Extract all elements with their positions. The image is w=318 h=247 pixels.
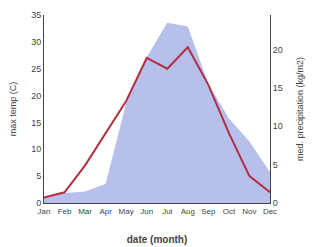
svg-text:Jun: Jun [140,207,153,216]
svg-text:Nov: Nov [242,207,256,216]
svg-text:0: 0 [273,198,278,208]
svg-text:10: 10 [31,144,41,154]
svg-text:Jan: Jan [38,207,51,216]
svg-text:10: 10 [273,121,283,131]
svg-text:35: 35 [31,10,41,20]
svg-text:max temp (C): max temp (C) [8,82,18,137]
svg-text:20: 20 [273,45,283,55]
svg-text:5: 5 [273,160,278,170]
svg-text:0: 0 [36,198,41,208]
svg-text:Apr: Apr [99,207,112,216]
svg-text:25: 25 [31,64,41,74]
svg-text:Sep: Sep [201,207,216,216]
svg-text:Mar: Mar [78,207,92,216]
svg-text:Jul: Jul [162,207,172,216]
svg-text:Feb: Feb [58,207,72,216]
svg-text:15: 15 [273,83,283,93]
svg-text:30: 30 [31,37,41,47]
svg-text:Dec: Dec [263,207,277,216]
svg-text:date (month): date (month) [127,234,188,245]
svg-text:May: May [119,207,134,216]
svg-text:Oct: Oct [223,207,236,216]
svg-text:Aug: Aug [181,207,195,216]
svg-text:15: 15 [31,118,41,128]
svg-text:20: 20 [31,91,41,101]
svg-text:5: 5 [36,171,41,181]
svg-text:med. precipitation (kg/m2): med. precipitation (kg/m2) [295,57,305,161]
